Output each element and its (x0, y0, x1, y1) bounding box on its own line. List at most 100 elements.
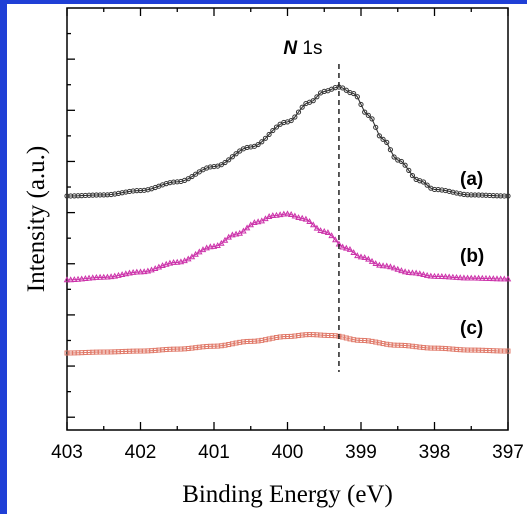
series-marker (412, 269, 420, 276)
series-marker (226, 157, 232, 163)
series-marker (493, 275, 501, 282)
series-marker (424, 182, 430, 188)
series-marker (505, 348, 511, 354)
series-marker (420, 271, 427, 278)
series-marker (126, 269, 133, 276)
series-marker (137, 187, 144, 194)
series-marker (401, 268, 409, 275)
series-marker (332, 236, 339, 243)
series-marker (137, 268, 144, 275)
series-marker (476, 192, 482, 198)
series-marker (409, 269, 416, 276)
series-marker (93, 273, 100, 280)
series-marker (243, 224, 251, 231)
series-marker (170, 179, 177, 185)
axis-ticks (66, 8, 509, 430)
series-marker (409, 172, 416, 179)
series-marker (501, 193, 507, 199)
series-marker (78, 275, 85, 282)
series-marker (420, 179, 427, 185)
x-tick-label: 403 (51, 442, 83, 463)
series-marker (387, 263, 394, 270)
series-marker (379, 262, 387, 269)
series-marker (449, 273, 457, 280)
series-marker (269, 212, 277, 219)
series-marker (487, 192, 493, 199)
series-marker (376, 261, 383, 268)
series-marker (372, 260, 379, 267)
series-marker (162, 260, 170, 267)
series-marker (291, 212, 299, 219)
series-marker (284, 210, 291, 217)
series-marker (115, 271, 122, 278)
series-marker (280, 210, 288, 217)
series-marker (317, 227, 324, 234)
series-marker (343, 87, 349, 93)
series-marker (456, 274, 464, 281)
series-label-1: (a) (460, 169, 483, 190)
x-tick-label: 402 (125, 442, 157, 463)
series-marker (468, 192, 474, 198)
series-marker (354, 94, 360, 100)
series-marker (93, 192, 100, 198)
series-marker (237, 148, 243, 154)
series-marker (273, 124, 280, 130)
series-marker (313, 224, 321, 231)
series-marker (104, 192, 111, 198)
series-marker (64, 193, 70, 199)
series-marker (445, 273, 453, 280)
series-marker (384, 139, 390, 145)
series-marker (97, 192, 103, 198)
series-marker (423, 271, 431, 278)
series-line (67, 86, 508, 197)
x-tick-label: 401 (198, 442, 230, 463)
series-marker (82, 192, 88, 199)
series-marker (207, 243, 214, 250)
series-marker (287, 211, 295, 217)
series-marker (101, 192, 107, 198)
series-marker (501, 275, 508, 282)
series-marker (259, 139, 265, 145)
series-marker (170, 258, 177, 265)
series-marker (133, 268, 141, 275)
series-marker (497, 275, 504, 282)
series-marker (71, 193, 77, 199)
series-marker (391, 154, 397, 160)
series-marker (196, 169, 202, 175)
series-marker (339, 243, 346, 250)
x-tick-labels: 403 402 401 400 399 398 397 (51, 442, 524, 463)
series-marker (251, 219, 258, 226)
series-marker (390, 264, 398, 271)
series-marker (387, 147, 393, 153)
series-marker (494, 193, 500, 199)
series-marker (63, 276, 71, 283)
series-marker (71, 276, 78, 283)
series-marker (504, 275, 512, 282)
series-marker (254, 218, 262, 225)
series-marker (74, 275, 82, 282)
series-marker (438, 273, 446, 279)
series-marker (405, 269, 413, 275)
series-marker (368, 257, 376, 264)
series-layer (63, 84, 512, 356)
series-marker (288, 117, 294, 124)
peak-annotation-italic: N (283, 38, 298, 59)
series-marker (498, 193, 504, 199)
series-marker (354, 252, 361, 259)
series-marker (130, 188, 136, 194)
series-marker (232, 230, 240, 237)
series-2 (63, 210, 512, 283)
series-marker (486, 275, 493, 281)
series-marker (240, 227, 247, 234)
series-marker (482, 274, 490, 281)
series-marker (309, 221, 317, 228)
series-marker (398, 158, 405, 165)
series-marker (343, 244, 350, 251)
series-marker (82, 275, 89, 281)
series-marker (273, 211, 280, 218)
series-marker (96, 273, 104, 280)
series-marker (265, 213, 273, 219)
series-marker (490, 193, 496, 199)
series-marker (298, 214, 306, 221)
